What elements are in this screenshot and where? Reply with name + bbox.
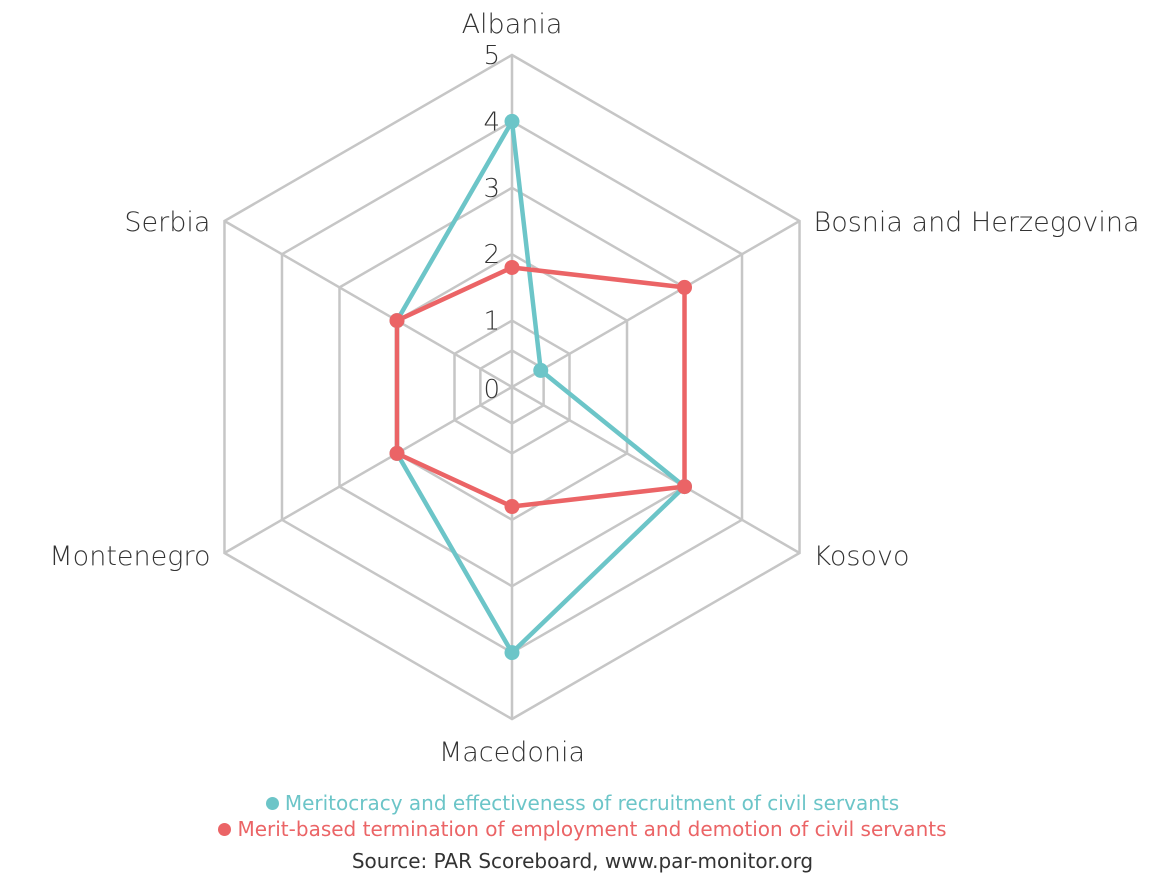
tick-label-1: 1 [483, 307, 500, 337]
tick-label-0: 0 [483, 375, 500, 405]
radar-grid [223, 53, 801, 721]
data-point-1-kosovo [677, 479, 693, 495]
radar-series [389, 113, 693, 661]
category-label-montenegro: Montenegro [49, 541, 210, 572]
data-point-1-macedonia [504, 499, 520, 515]
series-line-0 [394, 119, 687, 655]
legend-item-recruitment: Meritocracy and effectiveness of recruit… [0, 790, 1165, 816]
tick-label-5: 5 [483, 41, 500, 71]
legend-label-termination: Merit-based termination of employment an… [237, 817, 947, 841]
legend-marker-termination [218, 822, 232, 836]
radar-ticks: 0 1 2 3 4 5 [483, 41, 500, 405]
data-point-0-macedonia [504, 645, 520, 661]
tick-label-3: 3 [483, 174, 500, 204]
data-point-1-bosnia-and-herzegovina [677, 279, 693, 295]
series-line-1 [394, 265, 687, 509]
axis-spoke-montenegro [223, 385, 513, 555]
legend-marker-recruitment [265, 796, 279, 810]
category-label-bosnia-and-herzegovina: Bosnia and Herzegovina [814, 207, 1140, 238]
chart-source-note: Source: PAR Scoreboard, www.par-monitor.… [351, 849, 814, 873]
category-label-serbia: Serbia [124, 207, 210, 238]
axis-spoke-kosovo [511, 385, 801, 555]
axis-spoke-bosnia-and-herzegovina [511, 219, 801, 389]
data-point-1-serbia [389, 313, 405, 329]
data-point-0-bosnia-and-herzegovina [533, 362, 549, 378]
legend-item-termination: Merit-based termination of employment an… [0, 816, 1165, 842]
category-label-macedonia: Macedonia [439, 737, 585, 768]
category-label-albania: Albania [462, 9, 563, 40]
category-label-kosovo: Kosovo [814, 541, 910, 572]
tick-label-4: 4 [483, 107, 500, 137]
tick-label-2: 2 [483, 240, 500, 270]
axis-spoke-serbia [223, 219, 513, 389]
data-point-0-albania [504, 113, 520, 129]
chart-legend: Meritocracy and effectiveness of recruit… [0, 790, 1165, 842]
data-point-1-montenegro [389, 445, 405, 461]
data-point-1-albania [504, 259, 520, 275]
radar-category-labels: Albania Bosnia and Herzegovina Kosovo Maced… [49, 9, 1139, 768]
legend-label-recruitment: Meritocracy and effectiveness of recruit… [284, 791, 900, 815]
